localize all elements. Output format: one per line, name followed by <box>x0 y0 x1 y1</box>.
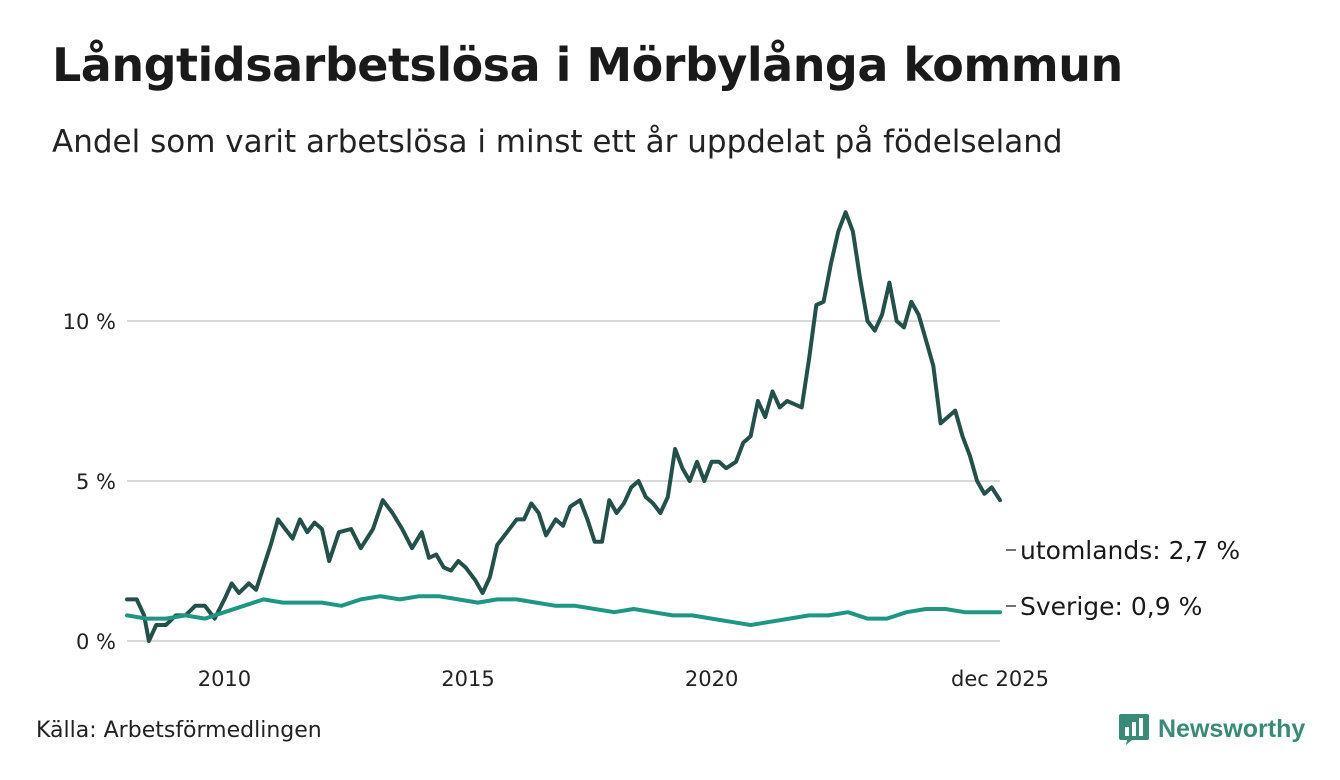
x-tick-label: dec 2025 <box>951 667 1049 691</box>
y-tick-label: 10 % <box>63 310 116 334</box>
y-axis-ticks: 0 % 5 % 10 % <box>63 310 116 654</box>
line-chart: 0 % 5 % 10 % 2010 2015 2020 dec 2025 utomland… <box>63 210 1240 691</box>
x-tick-label: 2010 <box>198 667 251 691</box>
series-line-utomlands <box>125 210 1002 643</box>
series-lines <box>125 210 1002 643</box>
x-tick-label: 2020 <box>685 667 738 691</box>
grid-lines <box>127 320 1000 642</box>
series-label-utomlands: utomlands: 2,7 % <box>1020 536 1240 565</box>
x-tick-label: 2015 <box>441 667 494 691</box>
y-tick-label: 0 % <box>76 630 116 654</box>
series-line-Sverige <box>125 594 1002 627</box>
brand-logo: Newsworthy <box>1118 712 1305 746</box>
brand-name: Newsworthy <box>1158 714 1306 743</box>
chart-subtitle: Andel som varit arbetslösa i minst ett å… <box>52 124 1063 160</box>
series-label-Sverige: Sverige: 0,9 % <box>1020 592 1202 621</box>
y-tick-label: 5 % <box>76 470 116 494</box>
newsworthy-logo-icon <box>1119 714 1149 745</box>
x-axis-ticks: 2010 2015 2020 dec 2025 <box>198 667 1049 691</box>
series-labels: utomlands: 2,7 % Sverige: 0,9 % <box>1006 536 1240 621</box>
source-note: Källa: Arbetsförmedlingen <box>36 718 322 743</box>
chart-title: Långtidsarbetslösa i Mörbylånga kommun <box>52 38 1123 92</box>
